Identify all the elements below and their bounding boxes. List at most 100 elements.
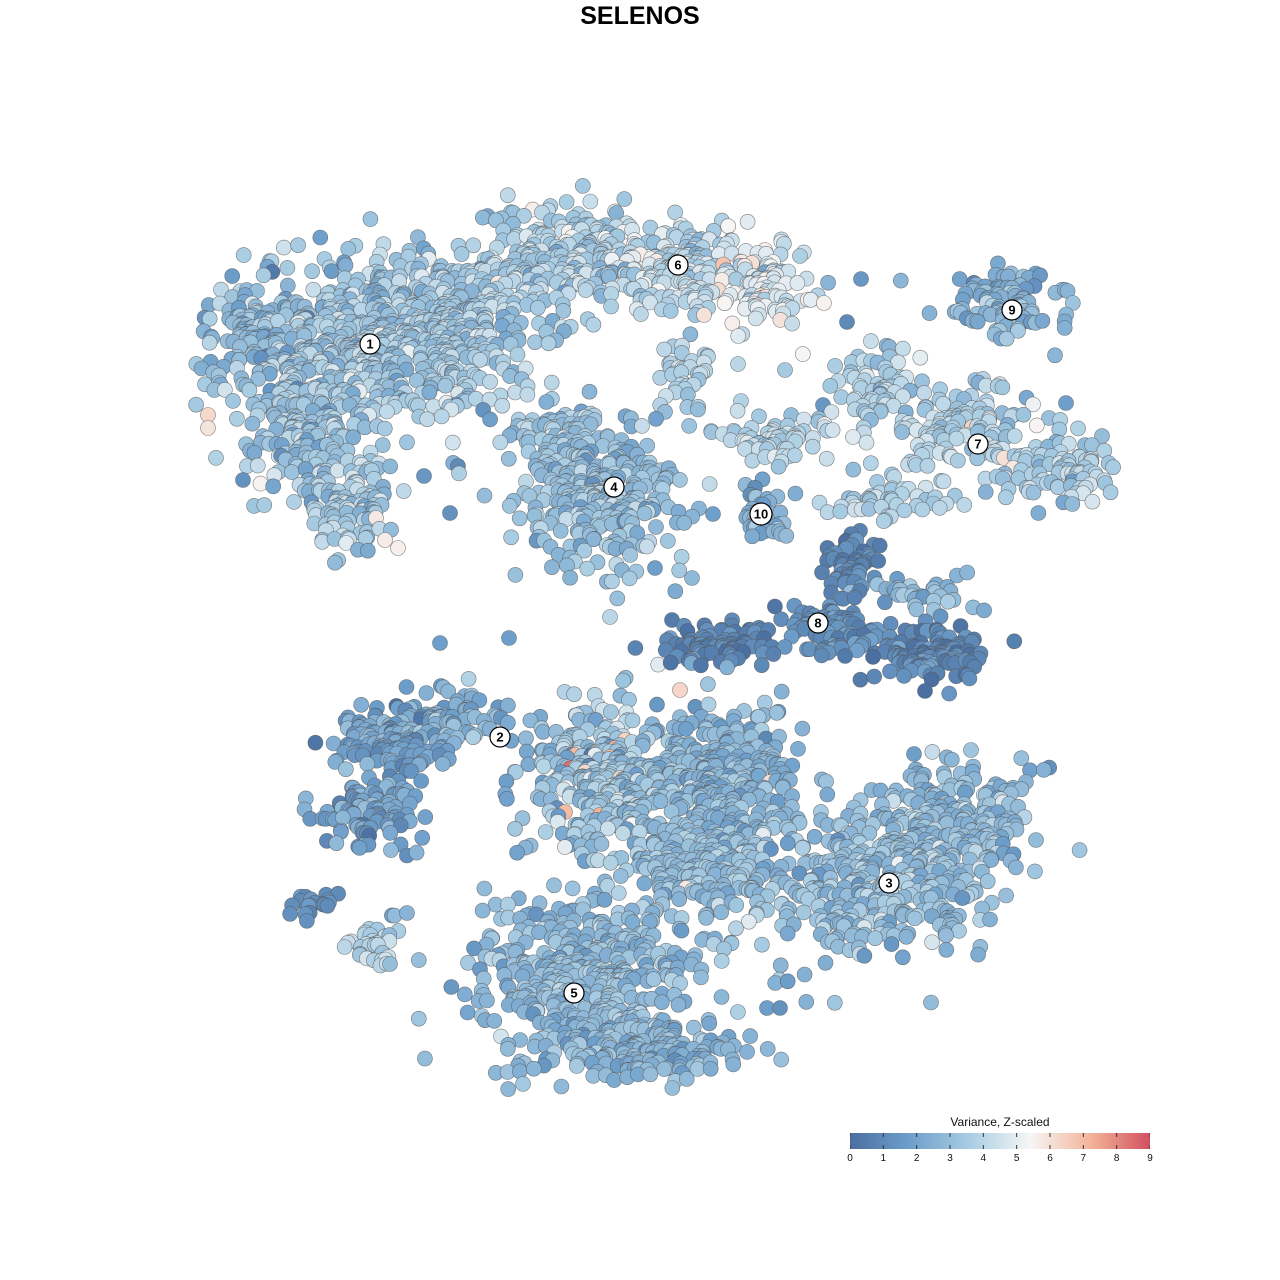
scatter-point bbox=[794, 840, 811, 856]
scatter-point bbox=[912, 349, 929, 366]
scatter-point bbox=[837, 648, 853, 664]
scatter-point bbox=[399, 905, 415, 921]
scatter-point bbox=[359, 542, 376, 559]
scatter-point bbox=[582, 193, 599, 210]
scatter-point bbox=[941, 685, 958, 702]
scatter-point bbox=[319, 897, 336, 914]
scatter-point bbox=[500, 450, 517, 467]
scatter-point bbox=[827, 358, 843, 374]
scatter-point bbox=[896, 502, 913, 519]
scatter-point bbox=[917, 683, 933, 699]
scatter-point bbox=[479, 992, 495, 1009]
scatter-point bbox=[338, 761, 354, 778]
scatter-point bbox=[434, 756, 451, 772]
scatter-point bbox=[1034, 312, 1051, 329]
scatter-point bbox=[1058, 395, 1074, 411]
scatter-point bbox=[304, 263, 320, 280]
scatter-point bbox=[235, 247, 252, 263]
scatter-point bbox=[639, 538, 655, 555]
scatter-point bbox=[678, 721, 694, 737]
scatter-point bbox=[998, 330, 1015, 347]
scatter-point bbox=[419, 411, 436, 428]
scatter-point bbox=[820, 274, 836, 291]
scatter-point bbox=[225, 393, 241, 409]
scatter-point bbox=[804, 438, 821, 455]
scatter-point bbox=[819, 786, 836, 803]
scatter-point bbox=[535, 724, 551, 740]
scatter-point bbox=[602, 854, 619, 871]
scatter-point bbox=[200, 420, 216, 436]
scatter-point bbox=[544, 559, 560, 576]
scatter-point bbox=[459, 1004, 476, 1021]
scatter-point bbox=[1029, 417, 1045, 434]
scatter-point bbox=[713, 953, 730, 969]
scatter-point bbox=[662, 303, 679, 319]
scatter-point bbox=[279, 277, 296, 294]
scatter-point bbox=[716, 295, 733, 312]
scatter-point bbox=[794, 720, 811, 737]
scatter-point bbox=[229, 410, 245, 427]
scatter-point bbox=[283, 464, 300, 480]
scatter-point bbox=[979, 873, 996, 890]
scatter-point bbox=[673, 922, 690, 939]
scatter-point bbox=[379, 403, 395, 420]
scatter-point bbox=[500, 896, 516, 913]
scatter-point bbox=[1102, 484, 1119, 501]
scatter-point bbox=[414, 829, 431, 846]
scatter-point bbox=[621, 691, 637, 708]
scatter-point bbox=[778, 527, 795, 544]
scatter-point bbox=[252, 475, 269, 492]
scatter-point bbox=[382, 956, 398, 972]
scatter-point bbox=[246, 444, 263, 461]
scatter-point bbox=[671, 891, 688, 908]
scatter-point bbox=[839, 314, 855, 330]
scatter-point bbox=[501, 498, 518, 514]
scatter-point bbox=[863, 333, 879, 349]
scatter-point bbox=[818, 450, 835, 467]
scatter-point bbox=[241, 382, 258, 398]
scatter-point bbox=[961, 670, 978, 687]
scatter-point bbox=[518, 730, 534, 747]
scatter-point bbox=[877, 594, 893, 611]
scatter-point bbox=[501, 630, 517, 646]
scatter-point bbox=[649, 696, 665, 713]
scatter-point bbox=[645, 971, 662, 988]
scatter-point bbox=[994, 379, 1011, 396]
scatter-point bbox=[845, 461, 862, 478]
scatter-point bbox=[265, 478, 282, 495]
scatter-point bbox=[931, 500, 948, 516]
scatter-point bbox=[671, 562, 688, 579]
scatter-point bbox=[417, 809, 434, 825]
scatter-point bbox=[410, 952, 427, 968]
scatter-point bbox=[866, 668, 883, 685]
scatter-point bbox=[465, 729, 482, 746]
scatter-point bbox=[416, 468, 432, 484]
scatter-point bbox=[566, 686, 582, 703]
scatter-point bbox=[768, 704, 785, 721]
scatter-point bbox=[853, 271, 869, 287]
scatter-point bbox=[728, 897, 745, 913]
scatter-point bbox=[395, 483, 412, 499]
scatter-point bbox=[353, 696, 370, 713]
scatter-point bbox=[681, 418, 698, 434]
scatter-point bbox=[627, 640, 644, 656]
scatter-point bbox=[1056, 320, 1073, 336]
scatter-point bbox=[443, 979, 460, 995]
scatter-point bbox=[865, 649, 881, 665]
scatter-point bbox=[336, 939, 353, 955]
scatter-point bbox=[648, 410, 664, 427]
scatter-point bbox=[895, 340, 911, 357]
scatter-point bbox=[351, 840, 368, 856]
scatter-point bbox=[963, 742, 979, 758]
scatter-point bbox=[432, 635, 448, 651]
scatter-point bbox=[673, 548, 690, 565]
scatter-point bbox=[603, 704, 619, 720]
scatter-point bbox=[208, 450, 224, 466]
scatter-point bbox=[1070, 420, 1086, 437]
scatter-point bbox=[969, 313, 986, 330]
scatter-point bbox=[943, 751, 960, 768]
scatter-point bbox=[188, 396, 204, 413]
scatter-point bbox=[676, 515, 693, 531]
scatter-point bbox=[921, 305, 938, 321]
scatter-point bbox=[552, 523, 569, 539]
